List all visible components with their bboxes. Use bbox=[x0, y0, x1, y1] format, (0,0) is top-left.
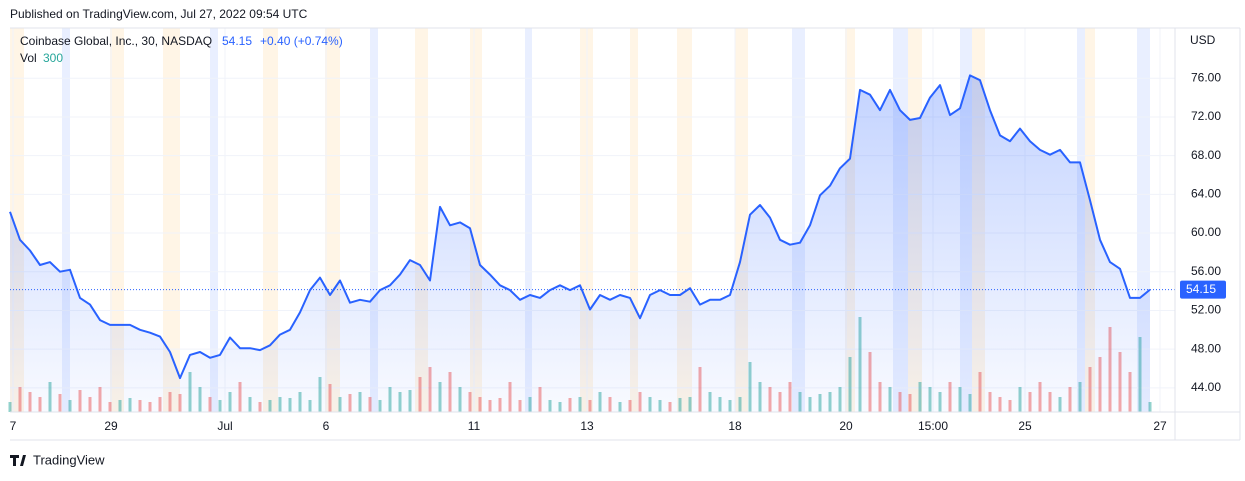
brand: TradingView bbox=[33, 452, 105, 467]
price-area bbox=[10, 75, 1150, 413]
pre-session bbox=[370, 28, 378, 412]
x-tick-label: 7 bbox=[10, 419, 17, 433]
x-tick-label: 27 bbox=[1153, 419, 1167, 433]
extended-session bbox=[110, 28, 124, 412]
volume-label: Vol bbox=[20, 51, 37, 65]
x-tick-label: 11 bbox=[468, 419, 481, 433]
y-tick-label: 76.00 bbox=[1191, 70, 1221, 84]
pre-session bbox=[525, 28, 532, 412]
x-tick-label: 6 bbox=[323, 419, 330, 433]
extended-session bbox=[630, 28, 638, 412]
plot bbox=[8, 74, 1175, 413]
y-tick-label: 48.00 bbox=[1191, 341, 1221, 355]
last-price: 54.15 bbox=[222, 34, 252, 48]
published-note: Published on TradingView.com, Jul 27, 20… bbox=[10, 7, 308, 21]
y-tick-label: 64.00 bbox=[1191, 187, 1221, 201]
price-line bbox=[9, 74, 1151, 380]
x-tick-label: 13 bbox=[580, 419, 594, 433]
tradingview-logo: TradingView bbox=[10, 452, 105, 467]
volume-value: 300 bbox=[43, 51, 63, 65]
pre-session bbox=[210, 28, 218, 412]
pre-session bbox=[62, 28, 70, 412]
last-price-badge bbox=[1180, 280, 1226, 299]
extended-session bbox=[163, 28, 180, 412]
x-tick-label: 15:00 bbox=[918, 419, 948, 433]
y-tick-label: 68.00 bbox=[1191, 148, 1221, 162]
x-tick-label: 18 bbox=[728, 419, 742, 433]
y-tick-label: 52.00 bbox=[1191, 303, 1221, 317]
y-tick-label: 56.00 bbox=[1191, 264, 1221, 278]
x-tick-label: Jul bbox=[217, 419, 232, 433]
x-tick-label: 20 bbox=[839, 419, 853, 433]
x-tick-label: 29 bbox=[104, 419, 118, 433]
price-change: +0.40 (+0.74%) bbox=[260, 34, 343, 48]
y-tick-label: 72.00 bbox=[1191, 109, 1221, 123]
symbol-title: Coinbase Global, Inc., 30, NASDAQ bbox=[20, 34, 212, 48]
x-tick-label: 25 bbox=[1018, 419, 1032, 433]
last-price-badge-label: 54.15 bbox=[1186, 282, 1216, 296]
y-tick-label: 44.00 bbox=[1191, 380, 1221, 394]
extended-session bbox=[263, 28, 278, 412]
currency: USD bbox=[1190, 33, 1216, 47]
y-tick-label: 60.00 bbox=[1191, 225, 1221, 239]
